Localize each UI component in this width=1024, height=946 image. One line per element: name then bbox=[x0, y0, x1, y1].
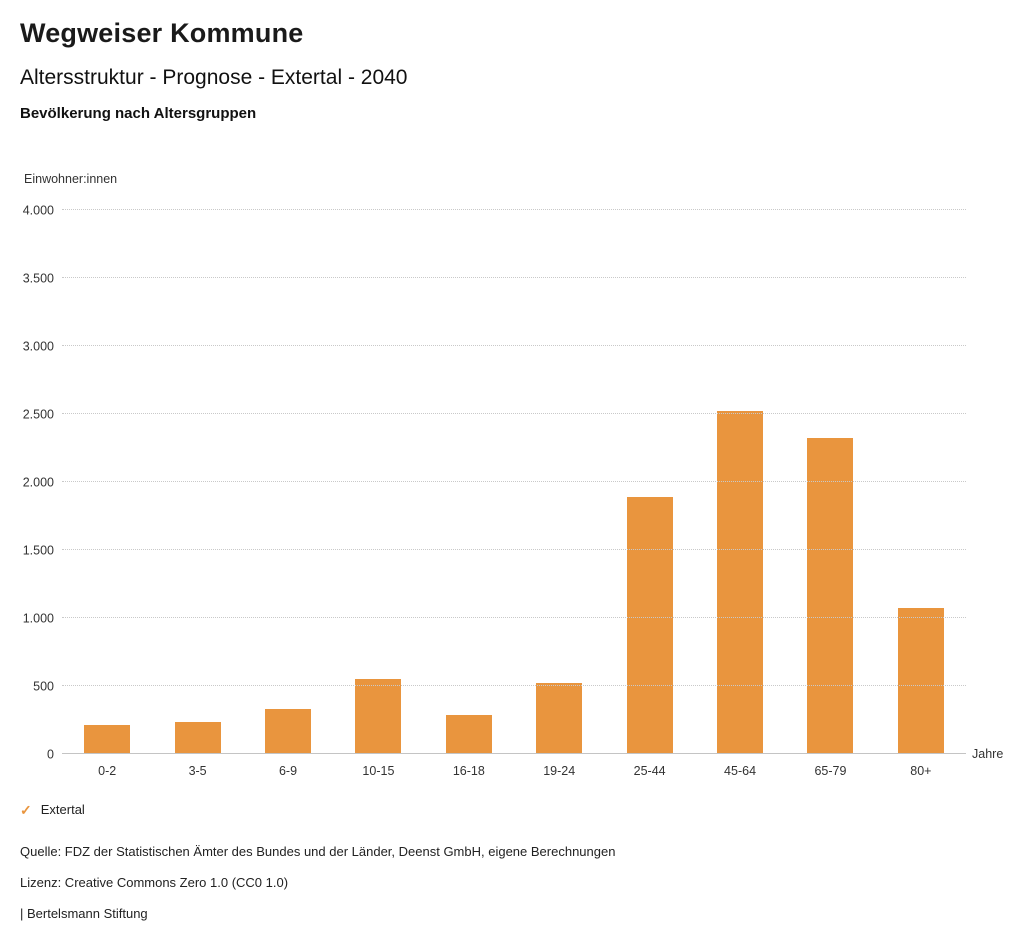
gridline bbox=[62, 549, 966, 550]
y-tick-label: 3.000 bbox=[22, 338, 54, 353]
x-tick-label: 80+ bbox=[910, 764, 932, 778]
bar-slot bbox=[62, 210, 152, 754]
bar-slot bbox=[243, 210, 333, 754]
bar-slot bbox=[785, 210, 875, 754]
bar-0-2[interactable] bbox=[84, 725, 131, 754]
bar-6-9[interactable] bbox=[265, 709, 312, 754]
gridline bbox=[62, 413, 966, 414]
bar-slot bbox=[876, 210, 966, 754]
y-tick-label: 3.500 bbox=[22, 270, 54, 285]
bar-45-64[interactable] bbox=[717, 411, 764, 754]
bar-series bbox=[62, 210, 966, 754]
bar-slot bbox=[424, 210, 514, 754]
legend-item-extertal[interactable]: ✓ Extertal bbox=[20, 802, 85, 817]
y-axis-ticks: 0 500 1.000 1.500 2.000 2.500 3.000 3.500 4.000 bbox=[0, 204, 54, 760]
plot-area bbox=[62, 209, 966, 754]
attribution-text: | Bertelsmann Stiftung bbox=[20, 906, 148, 921]
bar-16-18[interactable] bbox=[445, 714, 492, 754]
bar-slot bbox=[333, 210, 423, 754]
gridline bbox=[62, 481, 966, 482]
x-axis-unit: Jahre bbox=[972, 747, 1004, 761]
bar-10-15[interactable] bbox=[355, 679, 402, 754]
x-tick-label: 0-2 bbox=[98, 764, 117, 778]
y-tick-label: 2.000 bbox=[22, 474, 54, 489]
x-tick-label: 10-15 bbox=[362, 764, 395, 778]
gridline bbox=[62, 345, 966, 346]
y-tick-label: 1.500 bbox=[22, 542, 54, 557]
x-tick-label: 6-9 bbox=[278, 764, 298, 778]
y-tick-label: 2.500 bbox=[22, 406, 54, 421]
bar-slot bbox=[604, 210, 694, 754]
gridline bbox=[62, 617, 966, 618]
gridline bbox=[62, 209, 966, 210]
bar-65-79[interactable] bbox=[807, 438, 854, 754]
bar-3-5[interactable] bbox=[174, 722, 221, 754]
bar-slot bbox=[514, 210, 604, 754]
legend-check-icon: ✓ bbox=[20, 801, 32, 818]
y-tick-label: 0 bbox=[47, 746, 54, 761]
gridline bbox=[62, 277, 966, 278]
gridline bbox=[62, 753, 966, 754]
page-title: Wegweiser Kommune bbox=[20, 18, 304, 48]
y-axis-title: Einwohner:innen bbox=[24, 172, 118, 186]
license-text: Lizenz: Creative Commons Zero 1.0 (CC0 1… bbox=[20, 875, 289, 890]
legend-label: Extertal bbox=[40, 802, 85, 817]
y-tick-label: 1.000 bbox=[22, 610, 54, 625]
bar-slot bbox=[152, 210, 242, 754]
x-tick-label: 3-5 bbox=[188, 764, 207, 778]
x-tick-label: 65-79 bbox=[814, 764, 847, 778]
x-tick-label: 25-44 bbox=[633, 764, 666, 778]
bar-80+[interactable] bbox=[897, 608, 944, 754]
bar-slot bbox=[695, 210, 785, 754]
bar-25-44[interactable] bbox=[626, 496, 673, 754]
x-tick-label: 16-18 bbox=[452, 764, 485, 778]
chart-subtitle: Altersstruktur - Prognose - Extertal - 2… bbox=[20, 66, 408, 89]
x-tick-label: 19-24 bbox=[543, 764, 576, 778]
bar-19-24[interactable] bbox=[536, 682, 583, 754]
x-axis-labels: 0-2 3-5 6-9 10-15 16-18 19-24 25-44 45-64 65-79 8… bbox=[62, 764, 966, 778]
source-text: Quelle: FDZ der Statistischen Ämter des … bbox=[20, 844, 616, 859]
chart-heading: Bevölkerung nach Altersgruppen bbox=[20, 105, 257, 122]
y-tick-label: 4.000 bbox=[22, 202, 54, 217]
gridline bbox=[62, 685, 966, 686]
y-tick-label: 500 bbox=[33, 678, 54, 693]
x-tick-label: 45-64 bbox=[724, 764, 757, 778]
